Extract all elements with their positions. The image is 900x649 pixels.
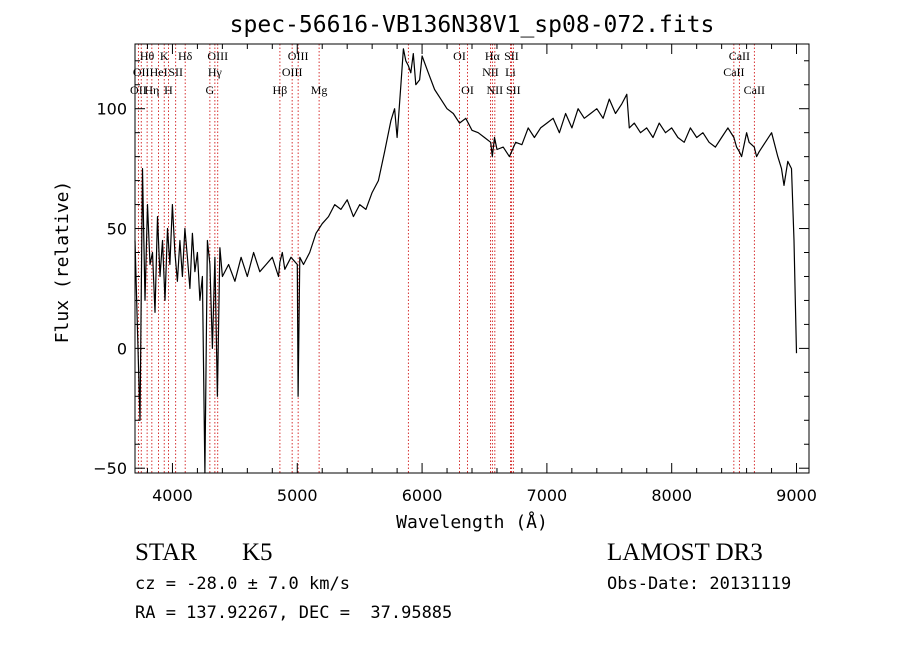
x-tick-label: 5000 [277,486,318,505]
line-marker-label: OIII [282,65,303,79]
chart-title: spec-56616-VB136N38V1_sp08-072.fits [230,12,715,38]
axes: 4000 5000 6000 7000 8000 9000 −50 0 50 100 [93,43,817,505]
line-marker-label: SII [504,49,519,63]
line-marker-label: K [160,49,169,63]
x-axis-label: Wavelength (Å) [396,511,548,533]
y-tick-label: −50 [93,459,127,478]
redshift-info: cz = -28.0 ± 7.0 km/s [135,574,350,594]
line-marker-label: OI [461,83,474,97]
x-tick-label: 8000 [651,486,692,505]
line-marker-label: OIII [207,49,228,63]
y-tick-label: 0 [117,339,127,358]
line-marker-label: Hβ [273,83,288,97]
y-tick-label: 100 [96,100,127,119]
observation-date: Obs-Date: 20131119 [607,574,792,594]
line-marker-label: OII [133,65,150,79]
line-marker-label: Hα [485,49,501,63]
line-marker-label: OII [130,83,147,97]
x-tick-label: 9000 [776,486,817,505]
line-marker-label: G [206,83,215,97]
line-marker-label: Hη [144,83,159,97]
object-class: STAR [135,539,197,566]
x-tick-label: 4000 [152,486,193,505]
spectrum-line [134,48,798,474]
line-marker-label: Mg [311,83,328,97]
line-marker-label: HeI [150,65,168,79]
survey-name: LAMOST DR3 [607,539,763,566]
line-marker-label: SII [506,83,521,97]
line-marker-label: OI [453,49,466,63]
line-marker-label: Hγ [208,65,223,79]
line-marker-label: NII [482,65,499,79]
line-marker-label: Hδ [178,49,193,63]
line-marker-label: CaII [729,49,750,63]
object-subclass: K5 [242,539,273,566]
x-tick-label: 7000 [527,486,568,505]
line-marker-label: OIII [288,49,309,63]
line-marker-label: NII [487,83,504,97]
line-marker-label: SII [168,65,183,79]
line-marker-label: Hθ [140,49,155,63]
line-marker-label: H [164,83,173,97]
line-labels: OII OII Hθ Hη HeI K H SII Hδ G Hγ OIII Hβ OIII OIII Mg O… [130,49,765,97]
line-marker-label: Li [505,65,516,79]
x-tick-label: 6000 [402,486,443,505]
y-axis-label: Flux (relative) [52,181,73,344]
spectrum-series-group [134,48,798,474]
line-marker-label: CaII [723,65,744,79]
coordinates: RA = 137.92267, DEC = 37.95885 [135,603,453,623]
line-marker-label: CaII [744,83,765,97]
y-tick-label: 50 [107,220,127,239]
